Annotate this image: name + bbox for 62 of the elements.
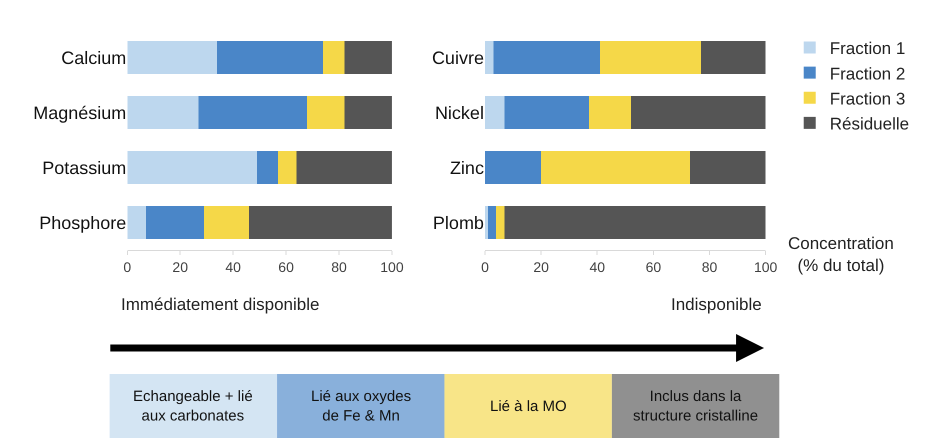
bar	[484, 206, 488, 239]
bar	[127, 151, 257, 184]
text: Indisponible	[671, 295, 762, 314]
y-tick-label: Phosphore	[39, 212, 126, 233]
bar	[701, 41, 766, 74]
legend-label: Fraction 2	[830, 64, 906, 84]
bar	[600, 41, 702, 74]
bar	[127, 41, 218, 74]
x-tick-label: 20	[533, 258, 550, 275]
bar	[541, 151, 690, 184]
text: Lié aux oxydes de Fe & Mn	[311, 388, 412, 424]
text: Immédiatement disponible	[121, 295, 320, 314]
text: Lié à la MO	[490, 398, 567, 415]
bar	[496, 206, 505, 239]
bar	[588, 96, 631, 129]
bar	[307, 96, 344, 129]
bar	[484, 96, 505, 129]
y-tick-label: Zinc	[450, 158, 484, 178]
bar	[198, 96, 308, 129]
bar	[504, 206, 766, 239]
x-tick-label: 80	[331, 258, 347, 275]
y-tick-label: Potassium	[42, 158, 126, 178]
x-tick-label: 0	[123, 258, 132, 275]
bar	[204, 206, 250, 239]
x-tick-label: 0	[481, 258, 490, 275]
legend-label: Fraction 3	[830, 89, 906, 108]
x-tick-label: 100	[754, 258, 778, 275]
bar	[690, 151, 766, 184]
bar	[344, 96, 392, 129]
legend-label: Fraction 1	[830, 39, 906, 58]
bar	[296, 151, 392, 184]
text: Echangeable + lié aux carbonates	[133, 388, 253, 424]
x-tick-label: 20	[172, 258, 188, 275]
bar	[278, 151, 297, 184]
y-tick-label: Calcium	[61, 48, 126, 68]
x-tick-label: 60	[278, 258, 294, 275]
bar	[127, 206, 146, 239]
x-tick-label: 60	[646, 258, 662, 275]
bar	[488, 206, 496, 239]
bar	[249, 206, 392, 239]
bar	[256, 151, 278, 184]
x-tick-label: 40	[589, 258, 606, 275]
bar	[146, 206, 204, 239]
bar	[484, 151, 542, 184]
y-tick-label: Plomb	[432, 212, 484, 233]
y-tick-label: Magnésium	[33, 102, 126, 123]
bar	[484, 41, 494, 74]
bar	[127, 96, 199, 129]
bar	[493, 41, 600, 74]
y-tick-label: Nickel	[434, 102, 484, 123]
x-axis-title: Concentration (% du total)	[788, 234, 894, 276]
x-tick-label: 40	[225, 258, 242, 275]
y-tick-label: Cuivre	[432, 48, 484, 68]
bar	[504, 96, 589, 129]
x-tick-label: 100	[380, 258, 404, 275]
bar	[323, 41, 344, 74]
text: Inclus dans la structure cristalline	[633, 388, 758, 424]
bar	[630, 96, 766, 129]
x-tick-label: 80	[702, 258, 718, 275]
legend-label: Résiduelle	[830, 114, 910, 134]
bar	[344, 41, 392, 74]
bar	[217, 41, 324, 74]
